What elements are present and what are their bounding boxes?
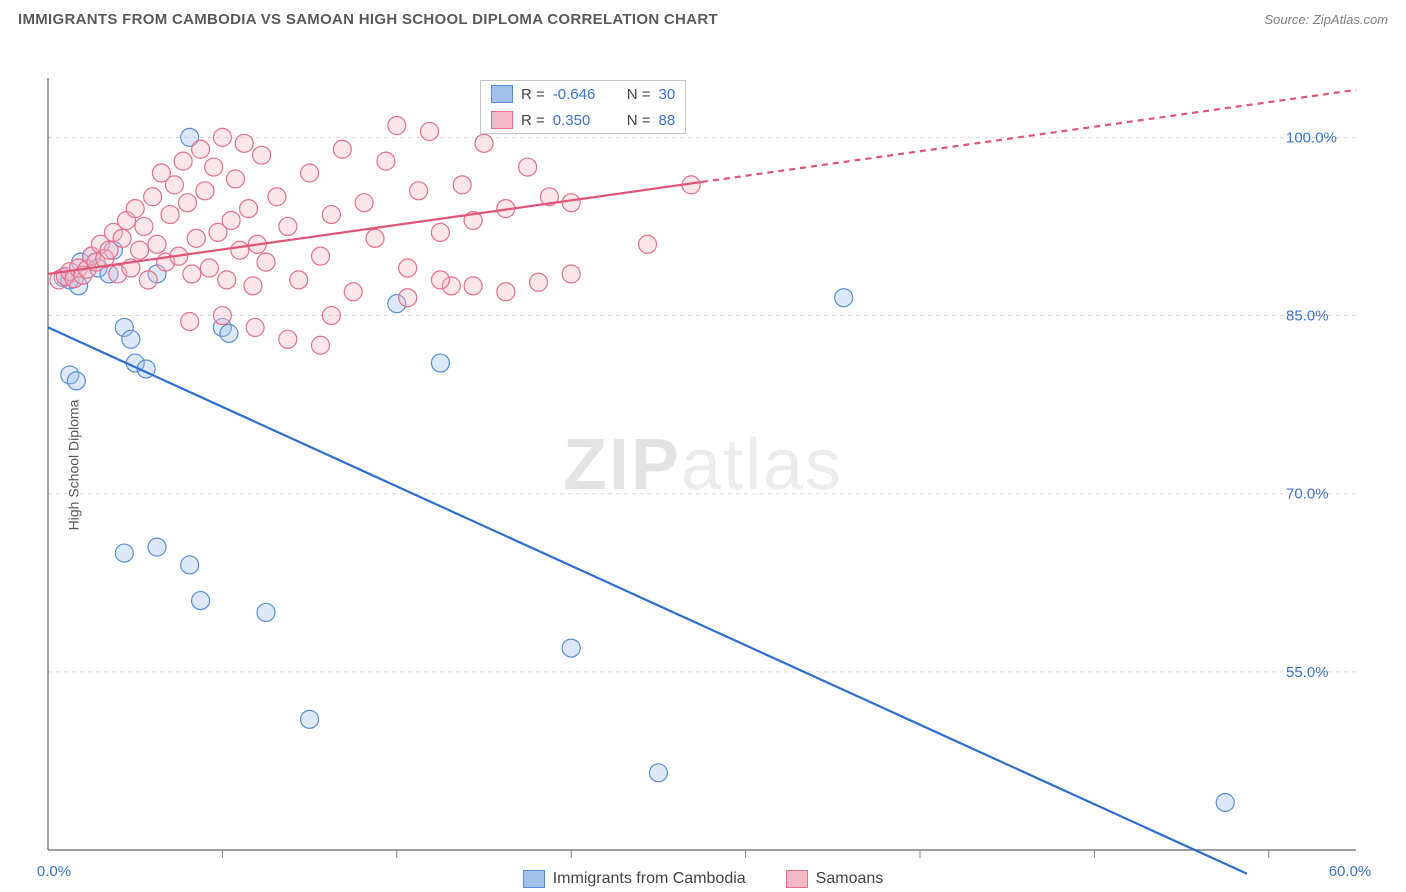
svg-text:55.0%: 55.0%	[1286, 664, 1329, 681]
legend-n-label: N =	[627, 86, 651, 103]
series-legend-item: Immigrants from Cambodia	[523, 870, 746, 888]
legend-swatch-icon	[786, 870, 808, 888]
legend-swatch-icon	[523, 870, 545, 888]
legend-r-value: -0.646	[553, 86, 613, 103]
legend-r-value: 0.350	[553, 112, 613, 129]
legend-swatch-icon	[491, 85, 513, 103]
series-legend-label: Samoans	[816, 870, 884, 888]
y-axis-label: High School Diploma	[65, 400, 81, 531]
series-legend-label: Immigrants from Cambodia	[553, 870, 746, 888]
svg-text:70.0%: 70.0%	[1286, 486, 1329, 503]
legend-row-samoans: R = 0.350 N = 88	[481, 107, 685, 133]
legend-n-value: 88	[659, 112, 676, 129]
plot-area: High School Diploma 100.0% 85.0% 70.0% 55.0…	[0, 38, 1406, 892]
scatter-chart: 100.0%85.0%70.0%55.0%0.0%60.0%	[0, 38, 1406, 892]
correlation-legend: R = -0.646 N = 30 R = 0.350 N = 88	[480, 80, 686, 134]
series-legend: Immigrants from Cambodia Samoans	[0, 870, 1406, 888]
legend-n-label: N =	[627, 112, 651, 129]
legend-n-value: 30	[659, 86, 676, 103]
legend-r-label: R =	[521, 112, 545, 129]
series-legend-item: Samoans	[786, 870, 884, 888]
svg-text:85.0%: 85.0%	[1286, 308, 1329, 325]
svg-text:100.0%: 100.0%	[1286, 129, 1337, 146]
legend-row-cambodia: R = -0.646 N = 30	[481, 81, 685, 107]
title-bar: IMMIGRANTS FROM CAMBODIA VS SAMOAN HIGH …	[0, 0, 1406, 38]
legend-r-label: R =	[521, 86, 545, 103]
legend-swatch-icon	[491, 111, 513, 129]
chart-title: IMMIGRANTS FROM CAMBODIA VS SAMOAN HIGH …	[18, 11, 718, 28]
source-label: Source: ZipAtlas.com	[1264, 12, 1388, 27]
